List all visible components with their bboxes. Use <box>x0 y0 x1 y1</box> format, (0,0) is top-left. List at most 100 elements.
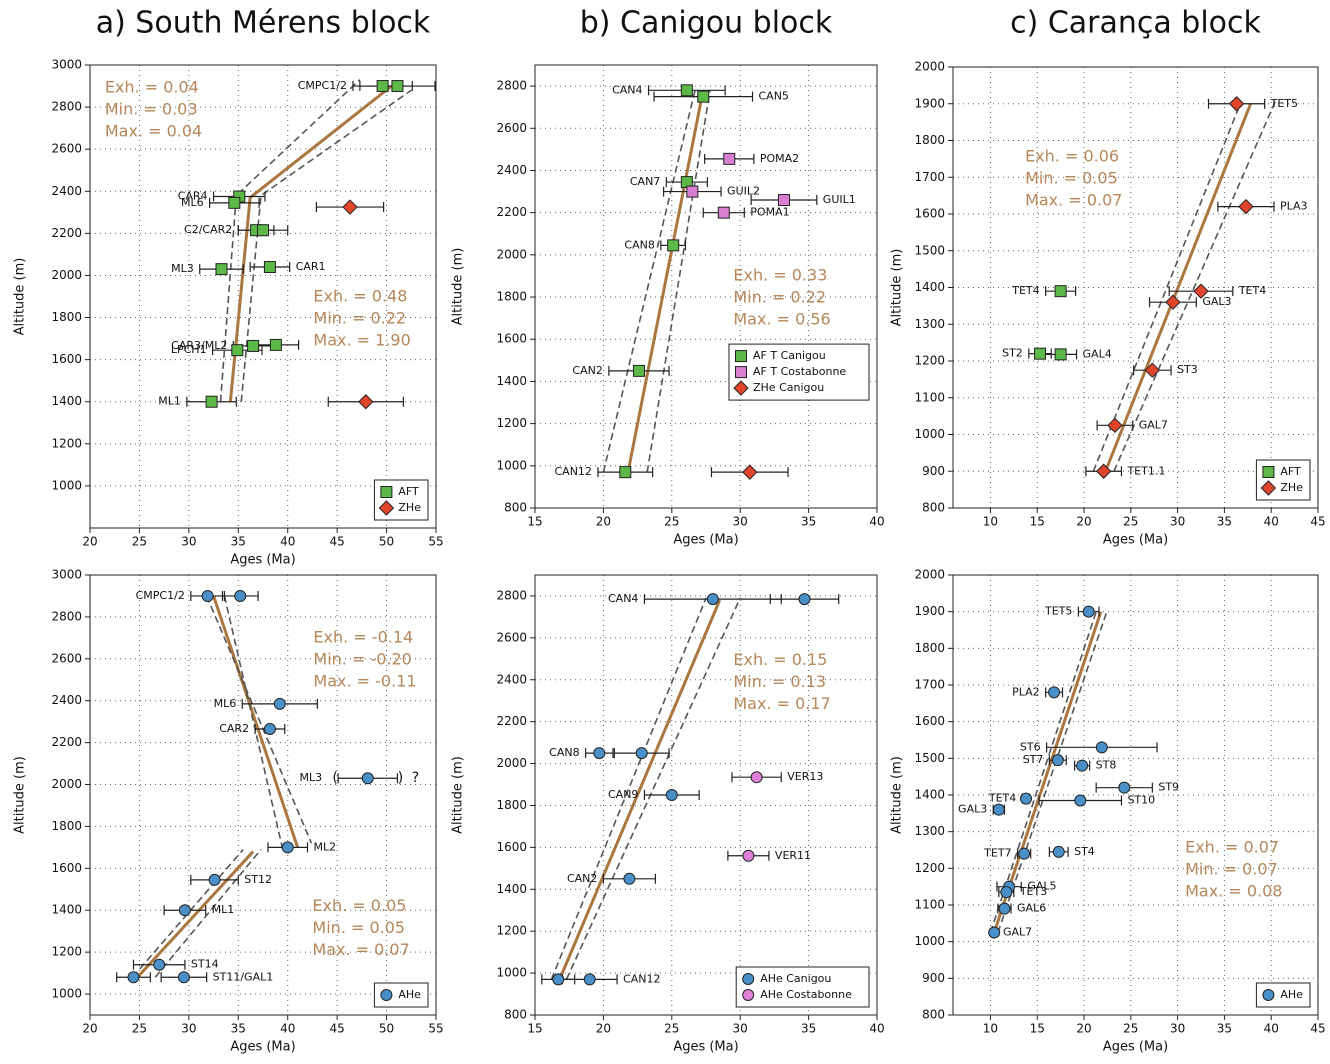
fit-statistics: Max. = 0.04 <box>105 122 202 141</box>
plot-frame <box>952 66 1319 509</box>
data-point <box>234 589 247 602</box>
data-point <box>623 872 636 885</box>
point-label: CAN8 <box>549 746 579 759</box>
x-tick-label: 20 <box>82 535 97 549</box>
point-label: ST10 <box>1127 794 1155 807</box>
y-tick-label: 1900 <box>914 604 945 618</box>
x-tick-label: 55 <box>428 1022 443 1036</box>
annotation: ) <box>398 770 403 786</box>
y-tick-label: 2400 <box>51 184 82 198</box>
data-point <box>257 224 269 237</box>
data-point <box>342 199 358 215</box>
point-label: LPCH1 <box>171 343 207 356</box>
data-point <box>127 971 140 984</box>
y-tick-label: 1800 <box>51 310 82 324</box>
point-label: CAN4 <box>612 83 642 96</box>
point-label: ST3 <box>1177 363 1198 376</box>
data-point <box>988 926 1001 939</box>
point-label: CAR2 <box>219 722 249 735</box>
y-tick-label: 2800 <box>51 609 82 623</box>
legend-label: AFT <box>398 485 419 498</box>
legend-marker <box>735 350 747 363</box>
y-tick-label: 800 <box>504 1008 527 1022</box>
x-tick-label: 50 <box>379 535 394 549</box>
data-point <box>1076 759 1089 772</box>
x-tick-label: 20 <box>1076 1022 1091 1036</box>
x-tick-label: 30 <box>1170 515 1185 529</box>
data-point <box>361 772 374 785</box>
y-tick-label: 1800 <box>51 819 82 833</box>
fit-statistics: Max. = 0.08 <box>1185 881 1282 900</box>
x-tick-label: 45 <box>330 535 345 549</box>
y-axis-label: Altitude (m) <box>13 258 28 336</box>
y-tick-label: 2000 <box>496 247 527 261</box>
point-label: CAR1 <box>296 260 326 273</box>
y-tick-label: 3000 <box>51 58 82 72</box>
y-tick-label: 800 <box>922 1008 945 1022</box>
x-tick-label: 50 <box>379 1022 394 1036</box>
point-label: ST4 <box>1074 845 1095 858</box>
data-point <box>992 803 1005 816</box>
data-point <box>1228 96 1245 112</box>
data-point <box>358 394 374 410</box>
y-tick-label: 1900 <box>914 96 945 110</box>
x-axis-label: Ages (Ma) <box>230 1040 295 1055</box>
fit-statistics: Exh. = 0.04 <box>105 78 199 97</box>
point-label: GAL7 <box>1003 926 1032 939</box>
point-label: GUIL1 <box>823 193 856 206</box>
data-point <box>686 185 699 198</box>
regression-line <box>1104 103 1253 472</box>
x-axis-label: Ages (Ma) <box>1103 533 1168 548</box>
regression-line <box>602 90 696 473</box>
fit-statistics: Min. = 0.22 <box>733 287 826 306</box>
point-label: C2/CAR2 <box>184 223 232 236</box>
point-label: POMA2 <box>760 152 799 165</box>
data-point <box>273 697 286 710</box>
point-label: GAL6 <box>1017 902 1046 915</box>
x-tick-label: 25 <box>1123 515 1138 529</box>
data-point <box>208 873 221 886</box>
x-tick-label: 25 <box>1123 1022 1138 1036</box>
plot-frame <box>952 574 1319 1016</box>
y-axis-label: Altitude (m) <box>890 756 905 834</box>
point-label: TET4 <box>1238 284 1266 297</box>
point-label: CAN12 <box>623 972 660 985</box>
x-tick-label: 15 <box>1030 1022 1045 1036</box>
data-point <box>1034 347 1047 360</box>
fit-statistics: Exh. = 0.06 <box>1025 147 1119 166</box>
legend-label: AHe <box>1280 988 1303 1001</box>
point-label: ML6 <box>214 697 237 710</box>
data-point <box>667 239 680 252</box>
fit-statistics: Min. = 0.13 <box>733 672 826 691</box>
y-tick-label: 1800 <box>914 133 945 147</box>
point-label: TET4 <box>1011 284 1039 297</box>
data-point <box>1193 283 1209 299</box>
y-tick-label: 1800 <box>496 290 527 304</box>
y-tick-label: 2600 <box>51 142 82 156</box>
data-point <box>742 849 755 862</box>
plot-frame <box>534 574 878 1016</box>
data-point <box>1082 605 1095 618</box>
y-tick-label: 1200 <box>51 945 82 959</box>
fit-statistics: Min. = 0.05 <box>312 918 405 937</box>
data-point <box>269 338 282 351</box>
x-axis-label: Ages (Ma) <box>673 533 738 548</box>
data-point <box>1052 845 1065 858</box>
data-point <box>215 263 228 276</box>
data-point <box>1054 348 1067 361</box>
x-tick-label: 25 <box>664 1022 679 1036</box>
y-tick-label: 1600 <box>496 840 527 854</box>
point-label: ST7 <box>1023 753 1044 766</box>
point-label: CAN9 <box>608 788 638 801</box>
point-label: ST8 <box>1096 759 1117 772</box>
panel-title: a) South Mérens block <box>96 6 431 41</box>
y-tick-label: 1000 <box>914 427 945 441</box>
y-tick-label: 2600 <box>496 630 527 644</box>
fit-statistics: Exh. = 0.33 <box>733 265 827 284</box>
data-point <box>281 841 294 854</box>
fit-statistics: Exh. = 0.07 <box>1185 837 1279 856</box>
data-point <box>205 395 218 408</box>
x-tick-label: 45 <box>1310 1022 1325 1036</box>
point-label: ML3 <box>171 262 194 275</box>
